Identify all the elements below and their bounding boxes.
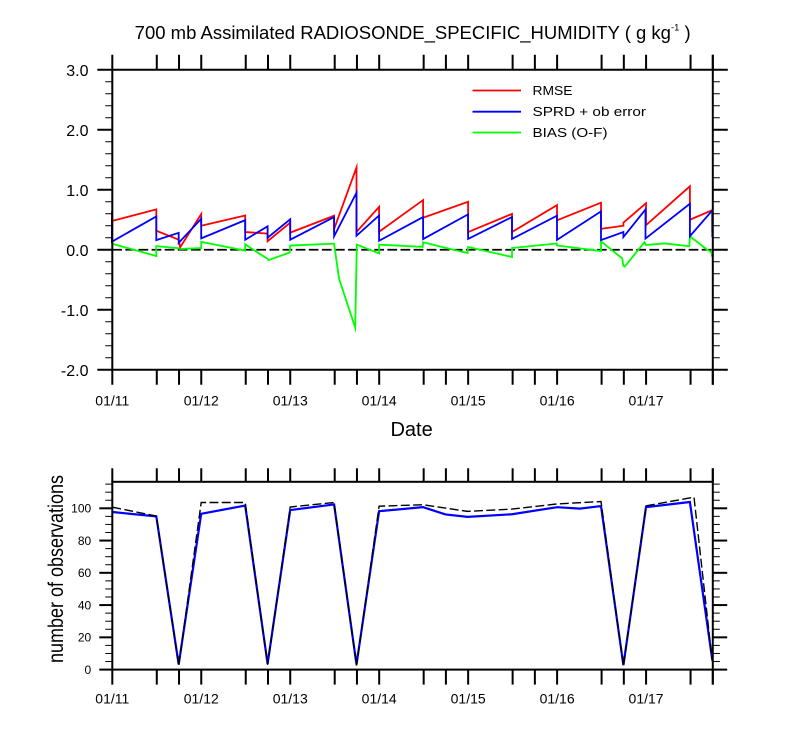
svg-text:3.0: 3.0 <box>66 63 88 80</box>
svg-text:01/15: 01/15 <box>451 393 486 409</box>
svg-text:01/11: 01/11 <box>95 691 129 707</box>
svg-text:60: 60 <box>78 566 92 580</box>
svg-text:01/14: 01/14 <box>362 393 397 409</box>
svg-text:-1.0: -1.0 <box>61 303 89 320</box>
svg-text:01/17: 01/17 <box>629 691 664 707</box>
svg-text:01/16: 01/16 <box>540 393 575 409</box>
svg-text:40: 40 <box>78 598 92 612</box>
svg-text:01/13: 01/13 <box>273 393 308 409</box>
svg-text:0: 0 <box>85 663 92 677</box>
svg-text:BIAS (O-F): BIAS (O-F) <box>533 125 608 140</box>
svg-text:20: 20 <box>78 631 92 645</box>
svg-text:2.0: 2.0 <box>66 123 88 140</box>
svg-text:Date: Date <box>390 419 432 441</box>
svg-text:RMSE: RMSE <box>533 83 573 98</box>
svg-text:01/14: 01/14 <box>362 691 397 707</box>
svg-text:01/16: 01/16 <box>540 691 575 707</box>
svg-text:100: 100 <box>71 502 91 516</box>
svg-text:SPRD + ob error: SPRD + ob error <box>533 104 647 119</box>
svg-text:1.0: 1.0 <box>66 183 88 200</box>
svg-text:01/17: 01/17 <box>629 393 664 409</box>
svg-text:0.0: 0.0 <box>66 243 88 260</box>
svg-text:01/11: 01/11 <box>95 393 129 409</box>
svg-text:01/13: 01/13 <box>273 691 308 707</box>
svg-text:01/15: 01/15 <box>451 691 486 707</box>
svg-text:700 mb Assimilated RADIOSONDE_: 700 mb Assimilated RADIOSONDE_SPECIFIC_H… <box>135 22 691 44</box>
svg-text:01/12: 01/12 <box>184 393 219 409</box>
svg-text:number of observations: number of observations <box>45 475 68 663</box>
svg-text:80: 80 <box>78 534 92 548</box>
svg-text:01/12: 01/12 <box>184 691 219 707</box>
svg-text:-2.0: -2.0 <box>61 363 89 380</box>
